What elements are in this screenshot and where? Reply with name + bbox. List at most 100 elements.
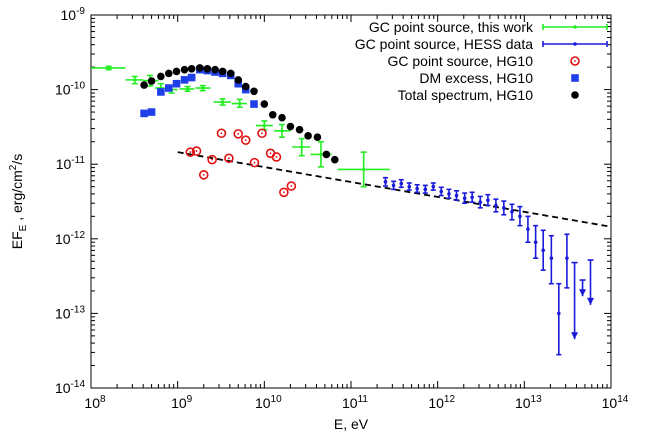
data-point: [286, 122, 295, 131]
series-3: [140, 65, 258, 118]
data-point-center: [261, 132, 263, 135]
x-tick-label: 1010: [255, 394, 282, 411]
legend-symbol: [571, 74, 579, 82]
y-tick-label: 10-10: [55, 81, 85, 98]
data-point: [198, 170, 209, 180]
data-point: [518, 214, 522, 219]
upper-limit-arrow: [571, 332, 579, 340]
legend-label: Total spectrum, HG10: [398, 87, 534, 103]
data-point-center: [220, 132, 223, 135]
data-point: [164, 84, 173, 92]
fit-line: [177, 151, 612, 228]
y-axis-title: EFE , erg/cm2/s: [8, 154, 29, 249]
legend-label: GC point source, this work: [369, 19, 534, 35]
data-point: [268, 110, 277, 119]
data-point-center: [237, 132, 240, 135]
data-point: [439, 189, 444, 194]
y-tick-label: 10-14: [55, 379, 85, 396]
data-point: [278, 113, 286, 122]
data-point: [203, 65, 212, 73]
data-point: [224, 153, 234, 164]
data-point: [322, 150, 331, 159]
data-point: [431, 184, 436, 189]
data-point: [147, 77, 156, 85]
data-point: [526, 227, 530, 231]
data-point: [279, 187, 289, 198]
data-point: [172, 67, 181, 76]
data-point-center: [244, 139, 247, 142]
legend-symbol-point: [573, 25, 577, 29]
data-point: [250, 87, 258, 96]
data-point: [250, 100, 258, 108]
data-point: [494, 203, 498, 208]
data-point: [557, 311, 561, 316]
data-point: [140, 81, 148, 89]
data-point: [549, 256, 554, 260]
data-point: [407, 184, 412, 189]
data-point: [502, 206, 506, 210]
data-point: [185, 147, 196, 157]
series-4: [140, 64, 339, 164]
data-point: [249, 157, 260, 168]
data-point: [241, 82, 250, 91]
y-tick-label: 10-11: [56, 155, 86, 172]
data-point: [140, 109, 148, 118]
data-point: [172, 79, 181, 88]
data-point: [157, 88, 165, 96]
data-point: [399, 181, 404, 186]
data-point: [304, 132, 312, 140]
x-tick-label: 108: [84, 394, 106, 411]
data-point: [486, 198, 490, 202]
data-point: [260, 100, 269, 108]
legend-label: DM excess, HG10: [419, 70, 533, 86]
data-point: [262, 123, 266, 128]
data-point: [191, 146, 202, 156]
data-point: [383, 180, 388, 184]
data-point: [533, 240, 538, 245]
data-point: [240, 135, 251, 145]
data-point-center: [275, 156, 278, 158]
data-point-center: [211, 158, 214, 161]
series-1: [382, 176, 594, 356]
data-point-center: [269, 152, 272, 155]
data-point: [133, 78, 137, 82]
data-point: [218, 67, 227, 76]
data-point: [391, 183, 396, 188]
y-tick-label: 10-12: [55, 230, 85, 247]
data-point: [257, 128, 267, 139]
data-point-center: [253, 161, 256, 164]
data-point: [300, 145, 304, 149]
data-point: [216, 128, 227, 139]
data-point: [510, 210, 514, 214]
x-tick-label: 1011: [342, 394, 368, 411]
data-point: [470, 195, 474, 200]
data-point-center: [202, 173, 205, 176]
data-point-center: [189, 151, 192, 154]
data-point: [415, 186, 419, 191]
data-point: [462, 196, 467, 201]
legend-label: GC point source, HG10: [387, 53, 533, 69]
data-point: [234, 76, 243, 84]
data-point: [280, 129, 284, 133]
x-axis-title: E, eV: [334, 416, 369, 432]
data-point: [185, 87, 190, 91]
data-point: [478, 200, 483, 204]
data-point: [362, 167, 366, 172]
upper-limit-arrow: [586, 297, 594, 305]
y-tick-label: 10-13: [55, 304, 85, 321]
data-point: [565, 256, 569, 260]
axis-labels: E, eV EFE , erg/cm2/s: [8, 154, 369, 432]
data-point: [319, 152, 323, 157]
data-series: [91, 64, 594, 356]
data-point: [238, 101, 242, 106]
data-point: [187, 73, 196, 82]
legend-symbol-center: [574, 60, 576, 62]
legend-label: GC point source, HESS data: [355, 36, 533, 52]
data-point: [295, 125, 304, 134]
legend-symbol: [571, 91, 579, 99]
data-point-center: [227, 157, 230, 160]
data-point: [180, 76, 189, 84]
data-point: [207, 154, 217, 165]
